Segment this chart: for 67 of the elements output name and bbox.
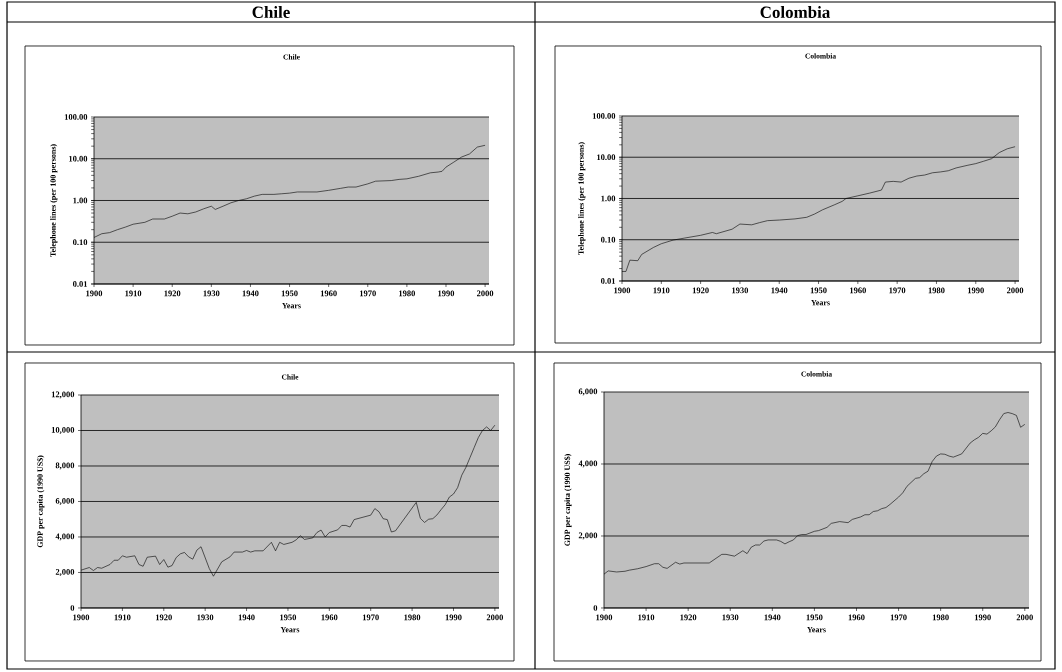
x-tick-label: 1930 xyxy=(203,290,220,297)
x-tick-label: 1920 xyxy=(155,614,172,621)
x-tick-label: 1980 xyxy=(928,287,945,294)
y-tick-label: 100.00 xyxy=(64,114,88,120)
x-tick-label: 2000 xyxy=(1016,614,1033,621)
x-tick-label: 1960 xyxy=(321,614,338,621)
x-tick-label: 1920 xyxy=(692,287,709,294)
x-tick-label: 1950 xyxy=(281,290,298,297)
x-tick-label: 1900 xyxy=(73,614,90,621)
x-tick-label: 1970 xyxy=(359,290,376,297)
x-tick-label: 1970 xyxy=(889,287,906,294)
text: Colombia xyxy=(760,6,831,18)
y-tick-label: 0.10 xyxy=(73,239,88,246)
x-tick-label: 2000 xyxy=(1006,287,1024,294)
x-tick-label: 1950 xyxy=(806,614,823,621)
y-tick-label: 4,000 xyxy=(55,533,75,541)
x-tick-label: 1920 xyxy=(164,290,181,297)
x-tick-label: 1960 xyxy=(848,614,865,621)
y-tick-label: 0.01 xyxy=(73,281,88,287)
x-tick-label: 1900 xyxy=(596,614,613,621)
x-tick-label: 1960 xyxy=(850,287,866,294)
y-tick-label: 1.00 xyxy=(601,195,616,202)
x-tick-label: 1910 xyxy=(114,614,131,621)
x-tick-label: 1980 xyxy=(932,614,949,621)
y-tick-label: 1.00 xyxy=(73,197,88,204)
x-tick-label: 1920 xyxy=(680,614,697,621)
x-tick-label: 1910 xyxy=(125,290,142,297)
y-tick-label: 0 xyxy=(593,605,598,611)
x-tick-label: 2000 xyxy=(486,614,504,621)
y-tick-label: 8,000 xyxy=(55,462,75,470)
y-tick-label: 2,000 xyxy=(55,569,75,576)
y-tick-label: 6,000 xyxy=(55,498,75,505)
x-tick-label: 1900 xyxy=(86,290,103,297)
y-tick-label: 10.00 xyxy=(69,155,88,162)
y-tick-label: 4,000 xyxy=(578,460,598,468)
y-tick-label: 12,000 xyxy=(51,391,75,399)
x-tick-label: 1980 xyxy=(404,614,421,621)
x-tick-label: 1970 xyxy=(890,614,907,621)
x-tick-label: 1930 xyxy=(197,614,214,621)
x-tick-label: 1970 xyxy=(362,614,379,621)
x-tick-label: 1930 xyxy=(732,287,749,294)
x-tick-label: 1940 xyxy=(242,290,259,297)
x-tick-label: 1950 xyxy=(810,287,827,294)
x-tick-label: 1940 xyxy=(238,614,255,621)
x-tick-label: 1940 xyxy=(771,287,788,294)
y-tick-label: 100.00 xyxy=(592,113,616,119)
x-tick-label: 1990 xyxy=(974,614,991,621)
y-tick-label: 0.10 xyxy=(601,236,616,243)
y-tick-label: 0.01 xyxy=(601,278,616,284)
x-tick-label: 1910 xyxy=(638,614,655,621)
x-tick-label: 1980 xyxy=(399,290,416,297)
y-tick-label: 0 xyxy=(70,605,75,611)
x-tick-label: 1960 xyxy=(320,290,337,297)
y-tick-label: 10,000 xyxy=(51,427,75,434)
x-tick-label: 2000 xyxy=(476,290,494,297)
x-tick-label: 1990 xyxy=(438,290,455,297)
x-tick-label: 1990 xyxy=(967,287,984,294)
x-tick-label: 1930 xyxy=(722,614,739,621)
y-tick-label: 10.00 xyxy=(597,154,616,161)
y-tick-label: 6,000 xyxy=(578,388,598,396)
x-tick-label: 1950 xyxy=(280,614,297,621)
y-tick-label: 2,000 xyxy=(578,532,598,540)
x-tick-label: 1990 xyxy=(445,614,462,621)
x-tick-label: 1940 xyxy=(764,614,781,621)
x-tick-label: 1910 xyxy=(653,287,670,294)
x-tick-label: 1900 xyxy=(614,287,631,294)
text: Chile xyxy=(252,6,290,18)
